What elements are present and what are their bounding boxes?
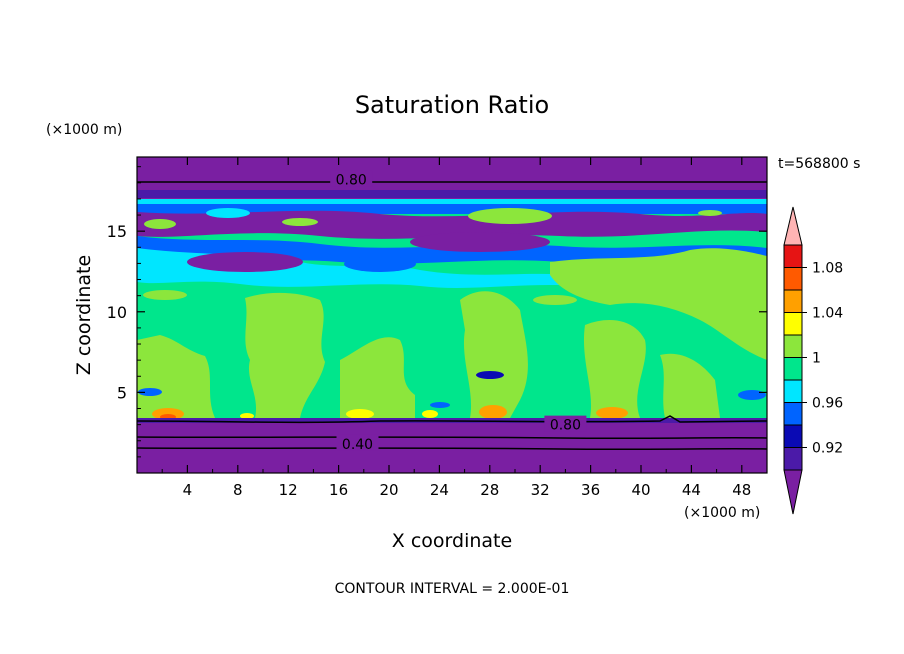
- field-dry-blob-2: [344, 256, 416, 272]
- colorbar-tick-label: 1.08: [812, 261, 843, 277]
- x-tick-label: 12: [279, 481, 298, 499]
- y-unit-label: (×1000 m): [46, 122, 122, 138]
- time-label: t=568800 s: [778, 156, 860, 172]
- field-cell-3: [340, 337, 415, 418]
- x-tick-label: 44: [682, 481, 701, 499]
- x-tick-label: 28: [480, 481, 499, 499]
- field-cell-8: [143, 290, 187, 300]
- colorbar-tick-label: 0.96: [812, 396, 843, 412]
- colorbar-extend-high: [783, 206, 803, 246]
- field-boundary-dry: [137, 420, 767, 473]
- x-tick-label: 8: [233, 481, 243, 499]
- field-hot-5: [596, 407, 628, 419]
- field-cell-1: [137, 335, 215, 418]
- x-axis-title: X coordinate: [392, 530, 512, 552]
- colorbar: 0.92 0.96 1 1.04 1.08: [783, 206, 843, 515]
- plot-frame: [136, 156, 768, 474]
- colorbar-extend-low: [783, 469, 803, 515]
- x-tick-label: 24: [430, 481, 449, 499]
- contour-label-bg: [330, 170, 373, 187]
- y-axis-title: Z coordinate: [73, 255, 95, 375]
- saturation-field: [137, 157, 767, 473]
- colorbar-tick-label: 1.04: [812, 306, 843, 322]
- field-cell-7: [660, 353, 720, 418]
- contour-line-040-a: [136, 436, 768, 440]
- field-pocket-2: [138, 388, 162, 396]
- colorbar-swatch: [783, 334, 803, 358]
- field-hot-4: [479, 405, 507, 419]
- field-hot-7: [240, 413, 254, 419]
- field-upper-band-blue: [137, 204, 767, 214]
- colorbar-swatch: [783, 244, 803, 268]
- colorbar-tick-label: 1: [812, 351, 821, 367]
- x-tick-label: 48: [732, 481, 751, 499]
- x-tick-label: 20: [379, 481, 398, 499]
- y-tick-label: 5: [117, 383, 127, 402]
- field-cell-9: [533, 295, 577, 305]
- contour-interval-note: CONTOUR INTERVAL = 2.000E-01: [335, 581, 570, 597]
- colorbar-swatch: [783, 289, 803, 313]
- x-unit-label: (×1000 m): [684, 505, 760, 521]
- chart-title: Saturation Ratio: [355, 91, 549, 119]
- colorbar-swatch: [783, 357, 803, 381]
- field-moist-blob-3: [144, 219, 176, 229]
- contour-label: 0.80: [336, 173, 367, 189]
- field-dry-blob-1: [187, 252, 303, 272]
- contour-label: 0.80: [550, 418, 581, 434]
- contour-line-080-low: [136, 415, 768, 424]
- colorbar-swatch: [783, 267, 803, 291]
- field-cell-6: [550, 248, 767, 360]
- field-dry-blob-3: [410, 232, 550, 252]
- contour-label-bg: [544, 415, 587, 432]
- y-tick-label: 10: [107, 303, 127, 322]
- x-axis-ticks: 4 8 12 16 20 24 28 32 36 40 44 48: [161, 157, 751, 499]
- colorbar-swatch: [783, 379, 803, 403]
- field-cell-2: [245, 292, 325, 418]
- field-cyan-blob: [206, 208, 250, 218]
- field-pocket-3: [738, 390, 766, 400]
- contour-lines: [136, 181, 768, 451]
- field-hot-3: [346, 409, 374, 419]
- x-tick-label: 36: [581, 481, 600, 499]
- colorbar-tick-label: 0.92: [812, 441, 843, 457]
- field-upper-band-purple: [137, 210, 767, 239]
- field-strat-edge: [137, 190, 767, 198]
- field-moist-blob-4: [698, 210, 722, 216]
- colorbar-swatch: [783, 402, 803, 426]
- field-hot-6: [422, 410, 438, 418]
- colorbar-swatch: [783, 447, 803, 471]
- x-tick-label: 32: [531, 481, 550, 499]
- field-pocket-4: [430, 402, 450, 408]
- contour-label: 0.40: [342, 437, 373, 453]
- field-moist-blob-1: [468, 208, 552, 224]
- contour-labels: 0.80 0.80 0.40: [330, 170, 587, 453]
- x-tick-label: 16: [329, 481, 348, 499]
- field-moist-blob-2: [282, 218, 318, 226]
- colorbar-swatch: [783, 424, 803, 448]
- field-cell-4: [460, 291, 528, 418]
- field-pocket-1: [476, 371, 504, 379]
- y-tick-label: 15: [107, 222, 127, 241]
- field-cell-5: [583, 320, 646, 418]
- x-tick-label: 4: [183, 481, 193, 499]
- colorbar-swatch: [783, 312, 803, 336]
- contour-line-040-b: [136, 447, 768, 451]
- x-tick-label: 40: [631, 481, 650, 499]
- contour-label-bg: [336, 434, 379, 451]
- y-axis-ticks: 5 10 15: [107, 166, 767, 458]
